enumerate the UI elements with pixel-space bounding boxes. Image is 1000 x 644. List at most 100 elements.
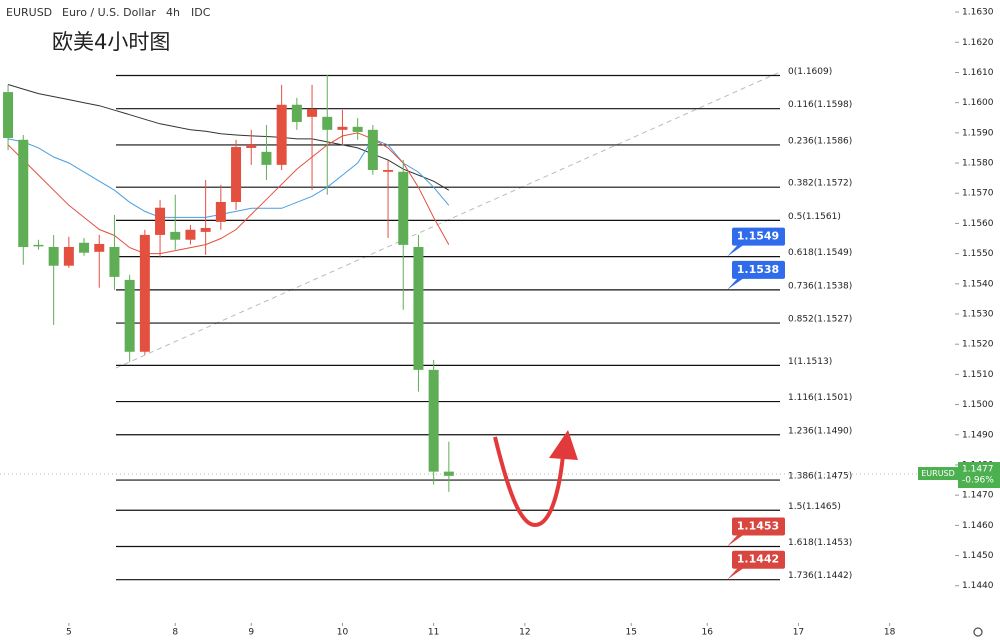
interval: 4h xyxy=(166,6,180,19)
candle-body xyxy=(155,207,166,235)
fib-label: 1.116(1.1501) xyxy=(788,393,852,403)
fib-label: 1.618(1.1453) xyxy=(788,538,852,548)
y-tick-label: 1.1560 xyxy=(962,219,994,229)
forecast-arrow xyxy=(493,436,565,528)
candle-body xyxy=(185,229,196,240)
candle-body xyxy=(367,129,378,170)
candle-body xyxy=(246,144,257,148)
candle-body xyxy=(276,104,287,165)
price-badge xyxy=(732,517,785,536)
last-price-box xyxy=(958,462,1000,489)
fib-label: 0.618(1.1549) xyxy=(788,248,852,258)
candle-body xyxy=(261,151,272,165)
candle-body xyxy=(170,231,181,240)
y-tick-label: 1.1520 xyxy=(962,340,994,350)
x-tick-label: 5 xyxy=(66,628,72,638)
fib-label: 1.5(1.1465) xyxy=(788,502,841,512)
candle-body xyxy=(109,246,120,277)
badge-tail xyxy=(727,277,744,290)
y-tick-label: 1.1620 xyxy=(962,38,994,48)
source: IDC xyxy=(191,6,211,19)
badge-tail xyxy=(727,567,744,580)
y-tick-label: 1.1590 xyxy=(962,128,994,138)
candle-body xyxy=(307,108,318,117)
fib-label: 1.236(1.1490) xyxy=(788,426,852,436)
candle-body xyxy=(413,246,424,370)
candle-body xyxy=(63,246,74,266)
price-badge xyxy=(732,260,785,279)
fib-label: 0.852(1.1527) xyxy=(788,315,852,325)
y-tick-label: 1.1530 xyxy=(962,310,994,320)
y-tick-label: 1.1570 xyxy=(962,189,994,199)
arrow-head xyxy=(549,430,578,460)
y-tick-label: 1.1610 xyxy=(962,68,994,78)
y-tick-label: 1.1490 xyxy=(962,430,994,440)
y-tick-label: 1.1600 xyxy=(962,98,994,108)
y-tick-label: 1.1440 xyxy=(962,581,994,591)
symbol: EURUSD xyxy=(6,6,52,19)
change-label: -0.96% xyxy=(962,476,994,486)
fib-label: 1.736(1.1442) xyxy=(788,571,852,581)
y-tick-label: 1.1500 xyxy=(962,400,994,410)
y-tick-label: 1.1510 xyxy=(962,370,994,380)
fib-label: 0.382(1.1572) xyxy=(788,179,852,189)
x-tick-label: 9 xyxy=(248,628,254,638)
fib-label: 0.236(1.1586) xyxy=(788,136,852,146)
y-tick-label: 1.1580 xyxy=(962,159,994,169)
candle-body xyxy=(352,126,363,132)
candle-body xyxy=(124,279,135,352)
badge-label: 1.1453 xyxy=(737,519,779,532)
candle-body xyxy=(291,104,302,122)
fib-label: 0(1.1609) xyxy=(788,67,832,77)
candle-body xyxy=(3,92,14,138)
candle-body xyxy=(18,139,29,247)
candle-body xyxy=(215,201,226,222)
annotation: 欧美4小时图 xyxy=(52,30,170,54)
x-tick-label: 10 xyxy=(337,628,349,638)
plot: 1.14401.14501.14601.14701.14801.14901.15… xyxy=(0,8,1000,638)
y-tick-label: 1.1550 xyxy=(962,249,994,259)
x-tick-label: 16 xyxy=(702,628,714,638)
instrument-name: Euro / U.S. Dollar xyxy=(62,6,156,19)
candle-body xyxy=(398,171,409,245)
candle-body xyxy=(79,242,90,253)
fib-label: 0.5(1.1561) xyxy=(788,212,841,222)
fib-label: 0.736(1.1538) xyxy=(788,281,852,291)
badge-label: 1.1549 xyxy=(737,230,779,243)
candle-body xyxy=(94,243,105,252)
y-tick-label: 1.1540 xyxy=(962,279,994,289)
badge-label: 1.1442 xyxy=(737,553,779,566)
candle-body xyxy=(322,116,333,130)
last-price-label: 1.1477 xyxy=(962,465,994,475)
candle-body xyxy=(428,369,439,472)
candle-body xyxy=(200,227,211,232)
header: EURUSD Euro / U.S. Dollar 4h IDC xyxy=(6,6,211,19)
settings-icon[interactable] xyxy=(973,627,983,637)
x-tick-label: 18 xyxy=(884,628,896,638)
y-tick-label: 1.1630 xyxy=(962,8,994,18)
candle-body xyxy=(383,169,394,172)
badge-tail xyxy=(727,534,744,547)
price-badge xyxy=(732,227,785,246)
x-tick-label: 17 xyxy=(793,628,804,638)
y-tick-label: 1.1470 xyxy=(962,491,994,501)
x-tick-label: 8 xyxy=(172,628,178,638)
x-tick-label: 11 xyxy=(428,628,439,638)
badge-label: 1.1538 xyxy=(737,263,779,276)
fib-label: 1(1.1513) xyxy=(788,357,832,367)
y-tick-label: 1.1450 xyxy=(962,551,994,561)
symbol-box xyxy=(918,467,958,481)
y-tick-label: 1.1460 xyxy=(962,521,994,531)
candle-body xyxy=(443,471,454,476)
symbol-label: EURUSD xyxy=(921,469,955,478)
x-tick-label: 15 xyxy=(626,628,637,638)
price-badge xyxy=(732,550,785,569)
x-tick-label: 12 xyxy=(519,628,530,638)
candle-body xyxy=(231,147,242,202)
candle-body xyxy=(48,246,59,266)
fib-label: 0.116(1.1598) xyxy=(788,100,852,110)
candle-body xyxy=(337,126,348,130)
fib-label: 1.386(1.1475) xyxy=(788,472,852,482)
